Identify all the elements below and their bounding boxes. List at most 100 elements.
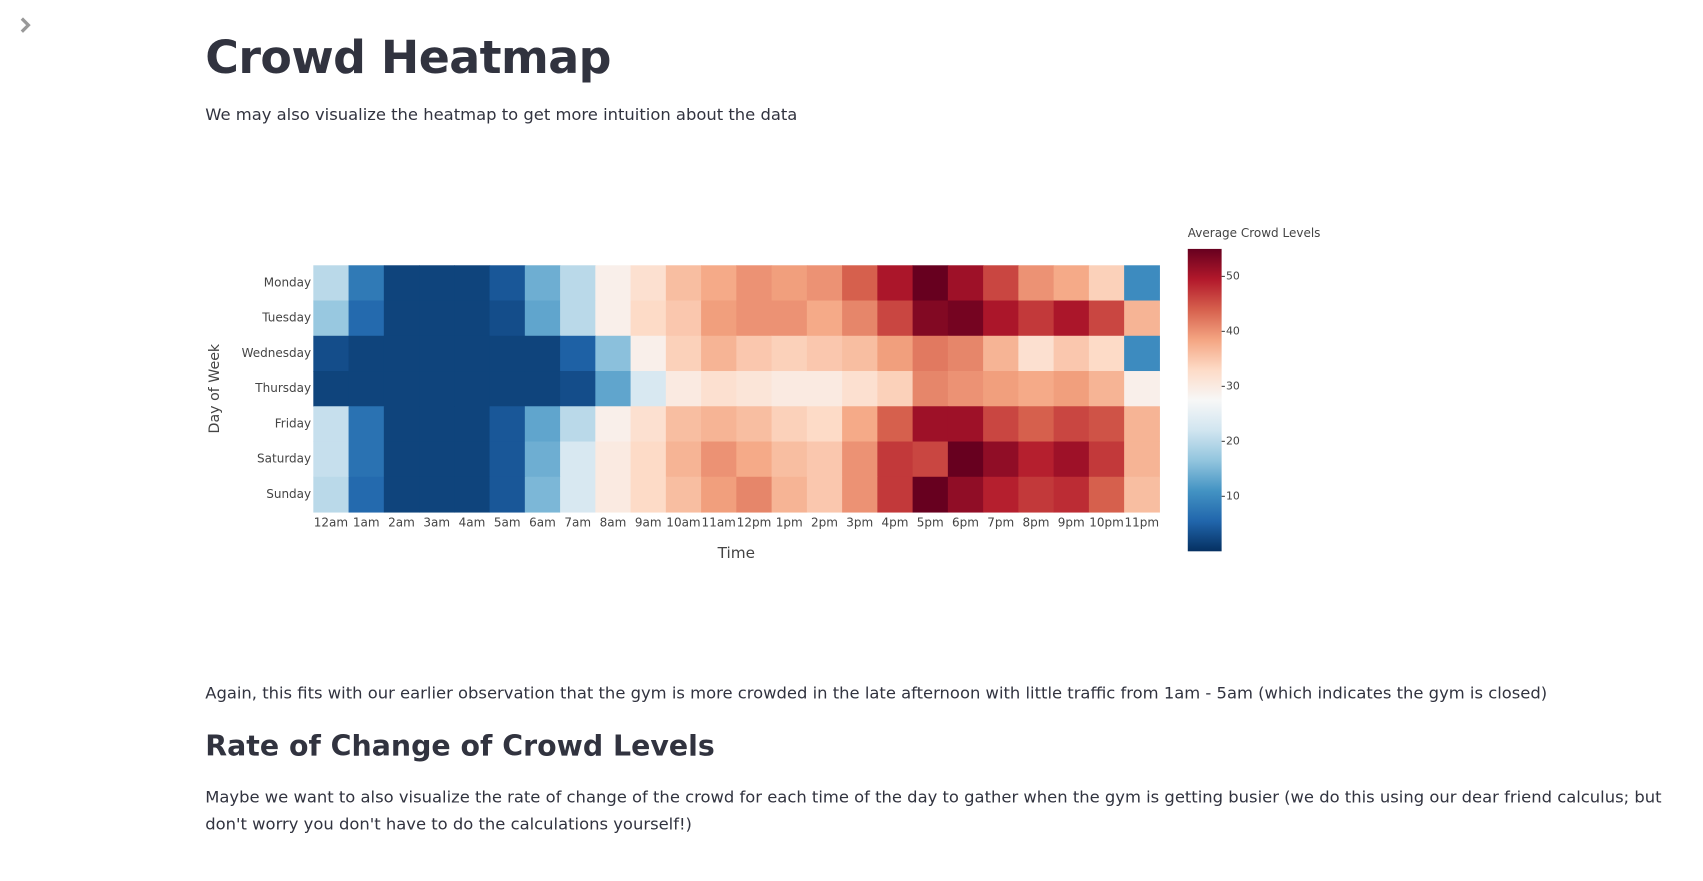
- heatmap-cell: [454, 335, 491, 372]
- colorbar-tick-label: 30: [1226, 379, 1240, 392]
- heatmap-cell: [736, 335, 773, 372]
- heatmap-cell: [348, 371, 385, 407]
- heatmap-cell: [348, 441, 385, 478]
- heatmap-cell: [1018, 300, 1055, 337]
- heatmap-cell: [983, 371, 1019, 407]
- y-tick-label: Tuesday: [261, 311, 311, 325]
- heatmap-cell: [524, 265, 561, 302]
- heatmap-cell: [419, 371, 455, 407]
- heatmap-cell: [736, 406, 773, 443]
- heatmap-cell: [489, 476, 526, 513]
- heatmap-cell: [947, 335, 984, 372]
- x-tick-label: 11pm: [1124, 515, 1159, 529]
- x-tick-label: 8am: [600, 515, 627, 529]
- heatmap-cell: [665, 406, 702, 443]
- heatmap-cell: [630, 265, 667, 302]
- heatmap-cell: [595, 300, 632, 337]
- heatmap-cell: [524, 300, 561, 337]
- heatmap-cell: [771, 476, 808, 513]
- heatmap-cell: [983, 335, 1019, 372]
- x-tick-label: 6am: [529, 515, 556, 529]
- heatmap-cell: [630, 476, 667, 513]
- heatmap-cell: [701, 265, 737, 302]
- heatmap-cell: [1124, 441, 1160, 478]
- heatmap-cell: [419, 335, 455, 372]
- heatmap-cell: [771, 300, 808, 337]
- heatmap-cell: [912, 371, 949, 407]
- y-axis-label: Day of Week: [207, 343, 223, 433]
- heatmap-cell: [383, 406, 420, 443]
- heatmap-cell: [806, 300, 843, 337]
- heatmap-cell: [771, 371, 808, 407]
- heatmap-cell: [454, 476, 491, 513]
- heatmap-cell: [806, 441, 843, 478]
- heatmap-cell: [701, 441, 737, 478]
- heatmap-cell: [313, 406, 350, 443]
- heatmap-cell: [842, 441, 878, 478]
- paragraph: Again, this fits with our earlier observ…: [205, 683, 1548, 704]
- heatmap-cell: [419, 300, 455, 337]
- heatmap-cell: [419, 441, 455, 478]
- y-tick-label: Wednesday: [242, 346, 311, 360]
- heatmap-cell: [983, 265, 1019, 302]
- heatmap-cell: [983, 476, 1019, 513]
- heatmap-cell: [736, 441, 773, 478]
- x-tick-label: 6pm: [952, 515, 979, 529]
- heatmap-cell: [665, 441, 702, 478]
- heatmap-cell: [806, 265, 843, 302]
- heatmap-cell: [630, 335, 667, 372]
- heatmap-cell: [313, 335, 350, 372]
- heatmap-cell: [947, 300, 984, 337]
- heatmap-cell: [1088, 406, 1125, 443]
- heatmap-cell: [560, 265, 596, 302]
- heatmap-cell: [701, 300, 737, 337]
- heatmap-cell: [348, 300, 385, 337]
- heatmap-cell: [419, 476, 455, 513]
- heatmap-cell: [701, 476, 737, 513]
- heatmap-cell: [912, 300, 949, 337]
- heatmap-cell: [1088, 476, 1125, 513]
- heatmap-cell: [665, 476, 702, 513]
- heatmap-cell: [877, 265, 914, 302]
- heatmap-cell: [771, 441, 808, 478]
- heatmap-cell: [1018, 476, 1055, 513]
- heatmap-cell: [454, 441, 491, 478]
- heatmap-cell: [912, 265, 949, 302]
- heatmap-cell: [383, 441, 420, 478]
- sidebar-toggle[interactable]: [17, 15, 34, 35]
- heatmap-cell: [1053, 441, 1090, 478]
- x-tick-label: 7am: [564, 515, 591, 529]
- heatmap-cell: [348, 265, 385, 302]
- x-tick-label: 5pm: [917, 515, 944, 529]
- heatmap-cell: [489, 406, 526, 443]
- x-tick-label: 3am: [423, 515, 450, 529]
- y-tick-label: Saturday: [257, 452, 311, 466]
- heatmap-cell: [1018, 441, 1055, 478]
- heatmap-cell: [1088, 371, 1125, 407]
- heatmap-cell: [560, 406, 596, 443]
- x-tick-label: 2pm: [811, 515, 838, 529]
- heatmap-cell: [630, 371, 667, 407]
- heatmap-cell: [489, 300, 526, 337]
- x-tick-label: 9am: [635, 515, 662, 529]
- heatmap-cell: [771, 335, 808, 372]
- heatmap-cell: [983, 441, 1019, 478]
- heatmap-cell: [983, 406, 1019, 443]
- heatmap-cell: [348, 476, 385, 513]
- heatmap-cell: [524, 441, 561, 478]
- page-title: Crowd Heatmap: [205, 30, 611, 85]
- heatmap-cell: [313, 300, 350, 337]
- heatmap-cell: [877, 476, 914, 513]
- heatmap-chart: Monday Tuesday Wednesday Thursday Friday Satu…: [207, 226, 1320, 562]
- heatmap-cell: [383, 265, 420, 302]
- heatmap-cell: [383, 371, 420, 407]
- heatmap-cell: [701, 335, 737, 372]
- colorbar-tick-label: 20: [1226, 434, 1240, 447]
- heatmap-cell: [736, 371, 773, 407]
- heatmap-cell: [1124, 265, 1160, 302]
- heatmap-cell: [1053, 335, 1090, 372]
- heatmap-cell: [560, 371, 596, 407]
- heatmap-cell: [383, 300, 420, 337]
- heatmap-cell: [947, 406, 984, 443]
